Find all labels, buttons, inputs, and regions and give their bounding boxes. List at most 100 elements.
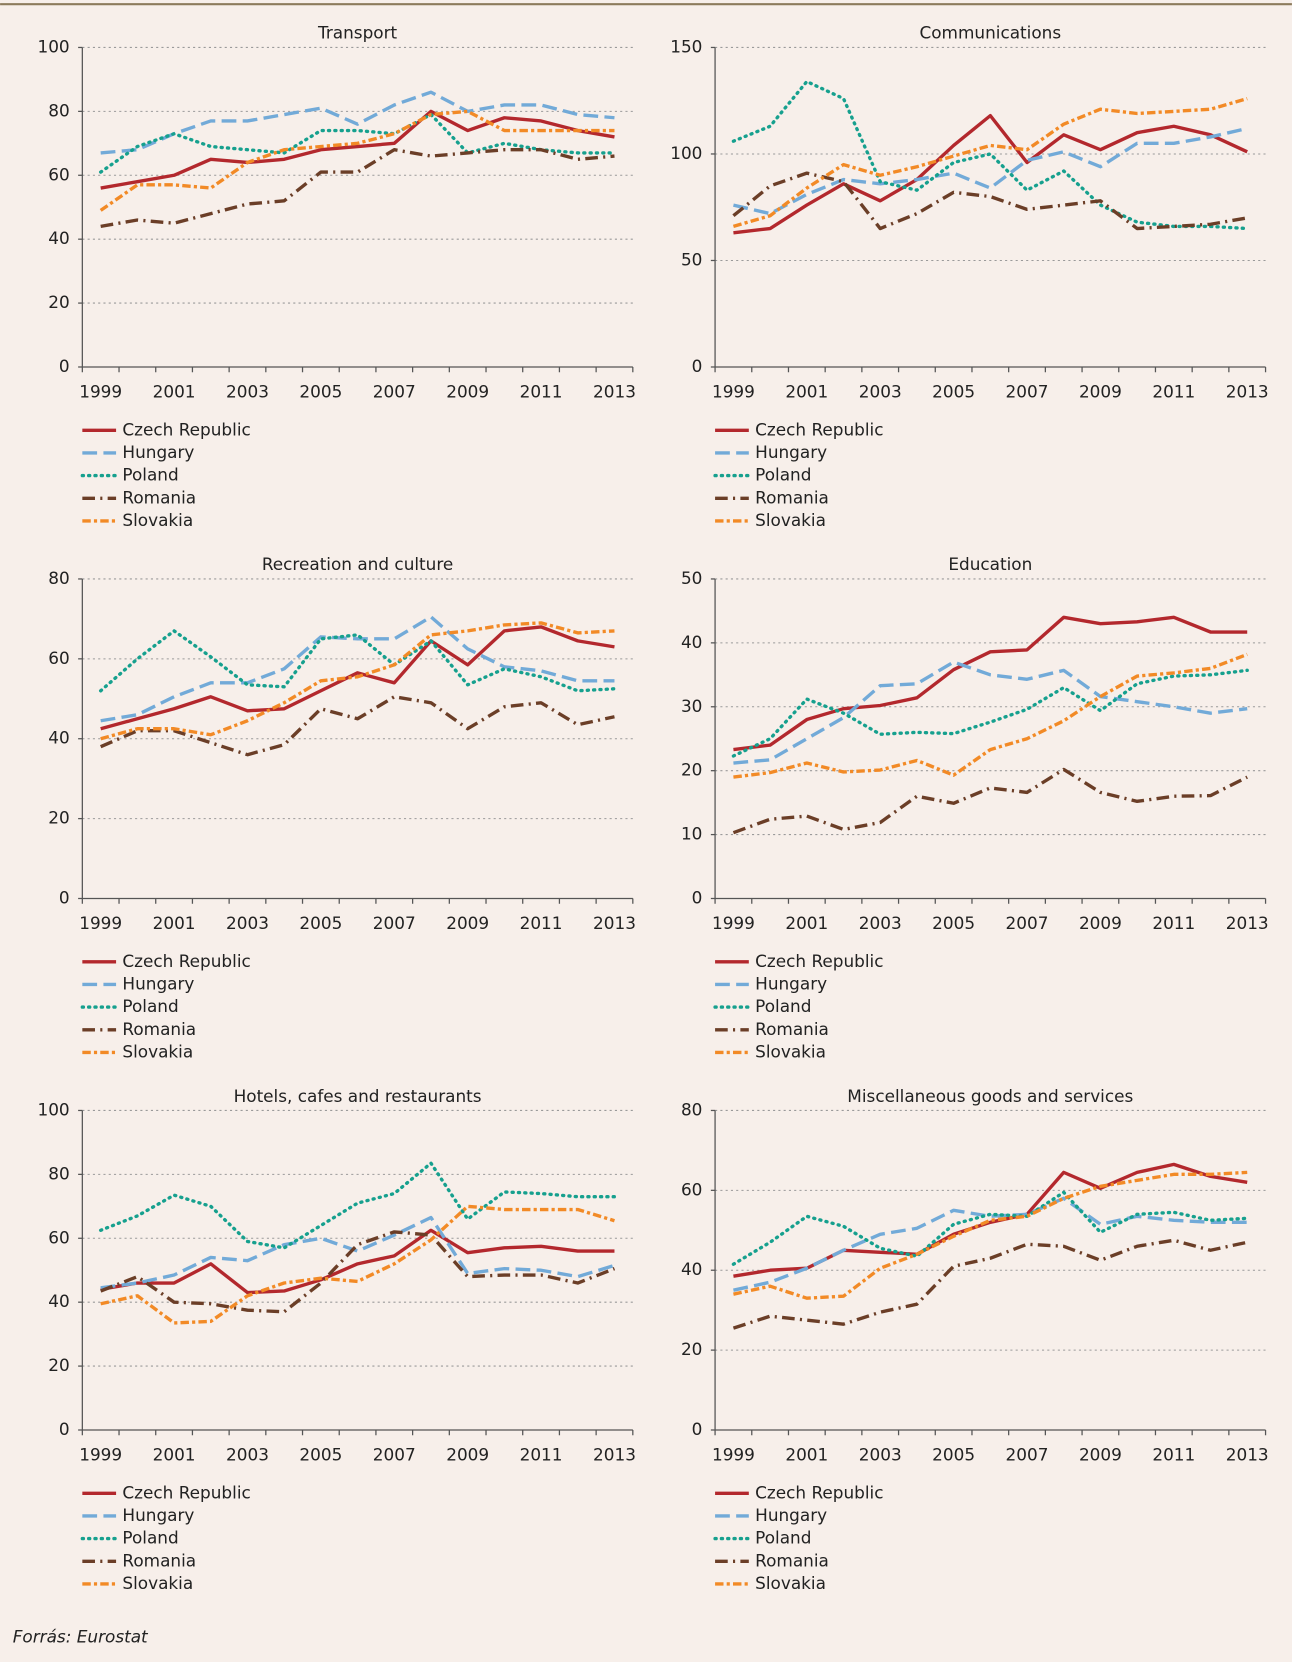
legend-label: Romania bbox=[755, 1550, 829, 1570]
x-tick-label: 2011 bbox=[520, 913, 563, 933]
legend-label: Poland bbox=[755, 465, 811, 485]
x-tick-label: 2007 bbox=[373, 913, 416, 933]
series-line bbox=[100, 148, 615, 229]
legend-label: Poland bbox=[122, 1528, 178, 1548]
x-tick-label: 2001 bbox=[785, 1444, 828, 1464]
series-line bbox=[732, 171, 1248, 231]
y-tick-label: 50 bbox=[681, 249, 702, 269]
y-tick-label: 40 bbox=[48, 1291, 69, 1311]
x-tick-label: 2003 bbox=[859, 913, 902, 933]
series-line bbox=[732, 767, 1248, 835]
x-tick-label: 2013 bbox=[593, 1444, 636, 1464]
series-line bbox=[98, 629, 617, 693]
x-tick-label: 2001 bbox=[153, 381, 196, 401]
x-tick-label: 2009 bbox=[446, 381, 489, 401]
y-tick-label: 0 bbox=[59, 356, 70, 376]
x-tick-label: 2013 bbox=[593, 913, 636, 933]
series-line bbox=[100, 1215, 615, 1290]
legend-label: Romania bbox=[755, 487, 829, 507]
x-tick-label: 1999 bbox=[79, 1444, 122, 1464]
chart-title: Education bbox=[948, 554, 1032, 574]
legend-label: Slovakia bbox=[122, 510, 193, 530]
series-line bbox=[100, 109, 615, 190]
series-line bbox=[100, 695, 615, 757]
series-line bbox=[732, 1238, 1248, 1330]
y-tick-label: 30 bbox=[681, 696, 702, 716]
series-line bbox=[731, 1190, 1249, 1266]
x-tick-label: 2011 bbox=[520, 381, 563, 401]
legend-label: Czech Republic bbox=[122, 951, 250, 971]
chart-title: Recreation and culture bbox=[262, 554, 453, 574]
x-tick-label: 2009 bbox=[446, 1444, 489, 1464]
series-line bbox=[733, 126, 1248, 216]
x-tick-label: 2007 bbox=[373, 1444, 416, 1464]
legend-label: Slovakia bbox=[755, 1573, 826, 1593]
legend-label: Slovakia bbox=[122, 1041, 193, 1061]
x-tick-label: 2005 bbox=[299, 913, 342, 933]
legend-label: Poland bbox=[755, 1528, 811, 1548]
y-tick-label: 50 bbox=[681, 568, 702, 588]
series-line bbox=[733, 660, 1248, 765]
y-tick-label: 80 bbox=[48, 568, 69, 588]
y-tick-label: 60 bbox=[48, 648, 69, 668]
y-tick-label: 100 bbox=[37, 1099, 69, 1119]
y-tick-label: 40 bbox=[48, 228, 69, 248]
x-tick-label: 2011 bbox=[520, 1444, 563, 1464]
x-tick-label: 2005 bbox=[299, 381, 342, 401]
y-tick-label: 10 bbox=[681, 824, 702, 844]
series-line bbox=[98, 1161, 617, 1250]
x-tick-label: 2011 bbox=[1152, 381, 1195, 401]
legend-label: Poland bbox=[122, 996, 178, 1016]
x-tick-label: 2007 bbox=[1006, 913, 1049, 933]
x-tick-label: 2009 bbox=[1079, 913, 1122, 933]
x-tick-label: 2005 bbox=[932, 1444, 975, 1464]
y-tick-label: 0 bbox=[692, 356, 703, 376]
x-tick-label: 2003 bbox=[859, 1444, 902, 1464]
chart-title: Transport bbox=[317, 23, 397, 43]
legend-label: Slovakia bbox=[755, 1041, 826, 1061]
y-tick-label: 0 bbox=[692, 1419, 703, 1439]
legend-label: Poland bbox=[755, 996, 811, 1016]
legend-label: Hungary bbox=[755, 1505, 827, 1525]
y-tick-label: 60 bbox=[681, 1179, 702, 1199]
y-tick-label: 100 bbox=[37, 36, 69, 56]
series-line bbox=[100, 621, 615, 741]
y-tick-label: 20 bbox=[48, 808, 69, 828]
x-tick-label: 2007 bbox=[1006, 1444, 1049, 1464]
legend-label: Romania bbox=[122, 1550, 196, 1570]
y-tick-label: 80 bbox=[48, 100, 69, 120]
x-tick-label: 2001 bbox=[153, 913, 196, 933]
y-tick-label: 0 bbox=[59, 887, 70, 907]
y-tick-label: 80 bbox=[48, 1163, 69, 1183]
series-line bbox=[100, 1230, 616, 1314]
series-line bbox=[100, 1228, 615, 1295]
x-tick-label: 1999 bbox=[712, 1444, 755, 1464]
series-line bbox=[100, 90, 615, 155]
x-tick-label: 2001 bbox=[785, 913, 828, 933]
x-tick-label: 2009 bbox=[1079, 381, 1122, 401]
x-tick-label: 2009 bbox=[446, 913, 489, 933]
x-tick-label: 2011 bbox=[1152, 1444, 1195, 1464]
legend-label: Hungary bbox=[755, 442, 827, 462]
series-line bbox=[100, 1204, 615, 1325]
series-line bbox=[733, 652, 1248, 779]
legend-label: Slovakia bbox=[755, 510, 826, 530]
x-tick-label: 1999 bbox=[712, 913, 755, 933]
y-tick-label: 40 bbox=[681, 1259, 702, 1279]
y-tick-label: 100 bbox=[670, 143, 702, 163]
legend-label: Hungary bbox=[755, 973, 827, 993]
x-tick-label: 1999 bbox=[79, 913, 122, 933]
y-tick-label: 80 bbox=[681, 1099, 702, 1119]
y-tick-label: 0 bbox=[692, 887, 703, 907]
y-tick-label: 150 bbox=[670, 36, 702, 56]
series-line bbox=[99, 109, 615, 212]
legend-label: Czech Republic bbox=[755, 1482, 883, 1502]
x-tick-label: 2005 bbox=[932, 381, 975, 401]
legend-label: Romania bbox=[755, 1019, 829, 1039]
legend-label: Hungary bbox=[122, 973, 194, 993]
y-tick-label: 20 bbox=[48, 292, 69, 312]
x-tick-label: 2009 bbox=[1079, 1444, 1122, 1464]
x-tick-label: 2003 bbox=[226, 1444, 269, 1464]
series-line bbox=[733, 615, 1248, 752]
